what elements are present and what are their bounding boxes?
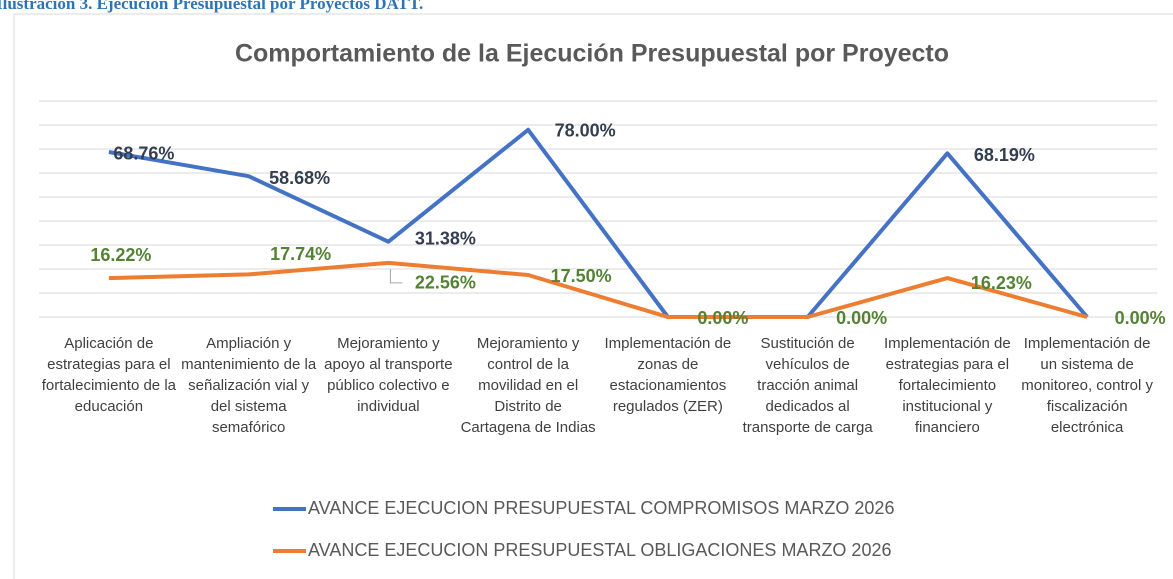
data-label: 31.38% <box>415 228 476 248</box>
data-label: 0.00% <box>697 308 748 328</box>
x-tick-label: Aplicación de estrategias para el fortal… <box>41 335 176 415</box>
chart-title: Comportamiento de la Ejecución Presupues… <box>235 40 949 68</box>
x-tick-label: Implementación de un sistema de monitore… <box>1021 335 1153 436</box>
data-label: 68.19% <box>974 145 1035 165</box>
x-tick-label: Implementación de zonas de estacionamien… <box>604 335 732 415</box>
data-label: 17.74% <box>270 244 331 264</box>
data-label: 16.22% <box>90 245 151 265</box>
series-line <box>108 260 1088 319</box>
data-label: 58.68% <box>269 168 330 188</box>
data-label: 68.76% <box>113 144 174 164</box>
x-tick-label: Mejoramiento y apoyo al transporte públi… <box>324 335 453 415</box>
x-tick-label: Sustitución de vehículos de tracción ani… <box>742 335 873 436</box>
leader-line <box>389 268 403 284</box>
data-label: 22.56% <box>415 273 476 293</box>
data-label: 17.50% <box>551 266 612 286</box>
x-tick-label: Mejoramiento y control de la movilidad e… <box>460 335 596 436</box>
data-label: 78.00% <box>555 121 616 141</box>
data-label: 0.00% <box>836 308 887 328</box>
caption: Ilustración 3. Ejecución Presupuestal po… <box>0 0 423 13</box>
data-label: 16.23% <box>971 273 1032 293</box>
data-label: 0.00% <box>1115 308 1166 328</box>
legend-label: AVANCE EJECUCION PRESUPUESTAL OBLIGACION… <box>308 540 891 560</box>
series-line <box>108 127 1089 319</box>
x-tick-label: Implementación de estrategias para el fo… <box>884 335 1011 436</box>
x-tick-label: Ampliación y mantenimiento de la señaliz… <box>181 335 317 436</box>
legend-label: AVANCE EJECUCION PRESUPUESTAL COMPROMISO… <box>308 498 894 518</box>
